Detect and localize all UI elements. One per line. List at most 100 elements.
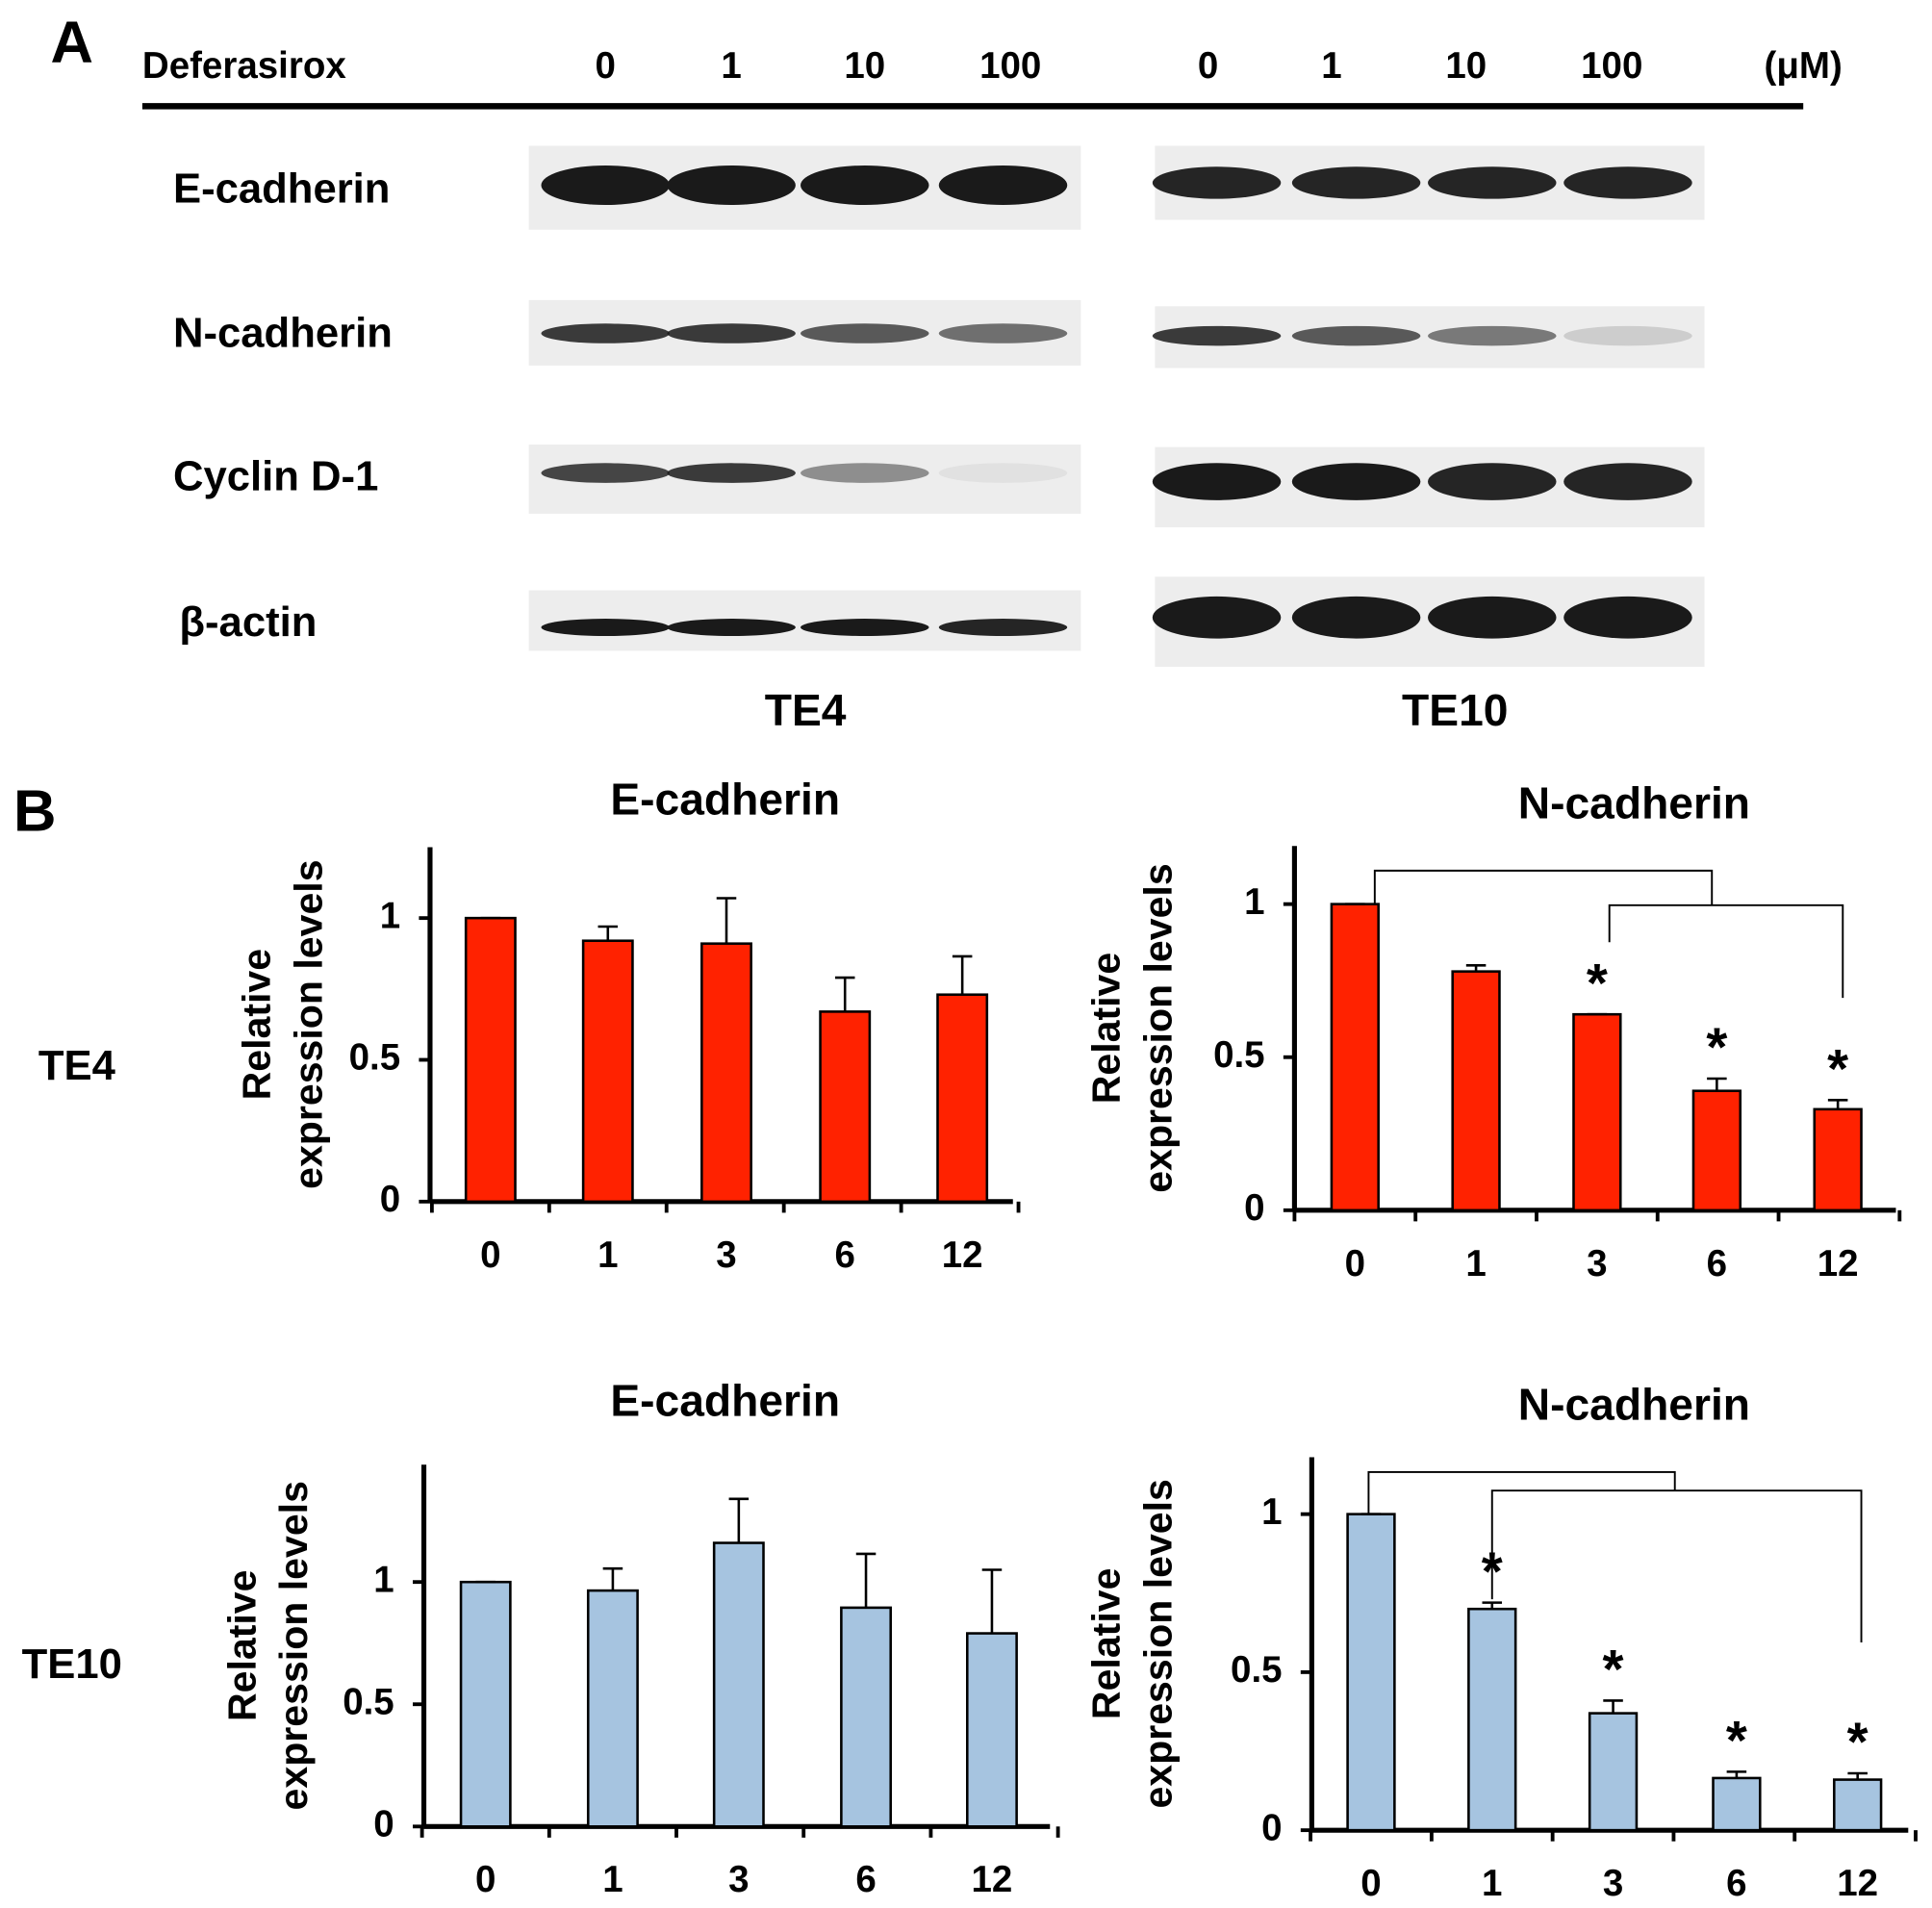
x-tick-label: 3 [716, 1234, 736, 1276]
chart-title: N-cadherin [1518, 777, 1750, 827]
y-tick-label: 0.5 [343, 1681, 394, 1722]
y-tick-label: 0 [1244, 1187, 1264, 1229]
cell-line-label: TE10 [1402, 685, 1508, 735]
blot-band [1563, 596, 1692, 639]
significance-bracket [1490, 1489, 1863, 1643]
bar [1346, 1513, 1396, 1832]
significance-mark: * [1706, 1017, 1727, 1078]
y-axis-label: Relative [1084, 953, 1129, 1105]
dose-label: 10 [1445, 45, 1487, 87]
x-tick-label: 6 [1707, 1243, 1727, 1285]
significance-mark: * [1827, 1038, 1848, 1099]
dose-label: 0 [1198, 45, 1218, 87]
bar [700, 942, 752, 1204]
y-axis-label: Relative [1084, 1568, 1129, 1720]
x-tick-label: 12 [1818, 1243, 1859, 1285]
y-axis-label: expression levels [271, 1481, 316, 1810]
x-tick-label: 12 [942, 1234, 983, 1276]
blot-band [1152, 596, 1282, 639]
y-axis-label: Relative [235, 949, 279, 1100]
significance-mark: * [1847, 1712, 1868, 1772]
dose-label: 10 [844, 45, 885, 87]
x-tick-label: 1 [602, 1859, 623, 1900]
bar [1691, 1089, 1742, 1212]
dose-label: 100 [979, 45, 1041, 87]
bar [1833, 1778, 1883, 1832]
blot-band [1563, 166, 1692, 199]
blot-band [801, 619, 929, 636]
blot-band [801, 323, 929, 343]
blot-band [938, 619, 1068, 636]
blot-band [667, 165, 796, 206]
blot-band [667, 323, 796, 343]
significance-mark: * [1726, 1710, 1747, 1770]
blot-band [1563, 463, 1692, 500]
chart-title: N-cadherin [1518, 1379, 1750, 1429]
blot-band [1428, 463, 1557, 500]
significance-bracket [1367, 1470, 1676, 1515]
y-tick-label: 0.5 [1213, 1034, 1265, 1076]
y-tick-label: 0 [380, 1179, 400, 1220]
x-tick-label: 1 [1465, 1243, 1486, 1285]
row-label: TE4 [38, 1043, 116, 1089]
protein-label: β-actin [179, 599, 317, 646]
bar [1451, 970, 1501, 1212]
blot-band [541, 165, 670, 206]
bar [1330, 903, 1380, 1212]
bar [840, 1606, 892, 1828]
blot-band [1152, 166, 1282, 199]
y-tick-label: 0.5 [1231, 1649, 1283, 1691]
protein-label: N-cadherin [173, 311, 393, 357]
y-axis-label: expression levels [1136, 863, 1181, 1192]
y-axis-label: expression levels [1136, 1479, 1181, 1808]
x-tick-label: 12 [972, 1859, 1013, 1900]
dose-label: 0 [596, 45, 616, 87]
x-tick-label: 0 [1360, 1863, 1381, 1904]
y-tick-label: 0.5 [349, 1037, 401, 1079]
dose-label: 1 [1321, 45, 1341, 87]
x-tick-label: 1 [1482, 1863, 1502, 1904]
blot-band [801, 463, 929, 483]
blot-band [1291, 463, 1421, 500]
panel-label: A [51, 10, 93, 76]
cell-line-label: TE4 [765, 685, 847, 735]
blot-band [1428, 596, 1557, 639]
blot-band [1291, 166, 1421, 199]
x-tick-label: 6 [835, 1234, 855, 1276]
bar [712, 1541, 765, 1828]
bar [581, 939, 634, 1204]
x-tick-label: 12 [1837, 1863, 1878, 1904]
bar [459, 1580, 512, 1828]
bar [1572, 1012, 1622, 1212]
bar [936, 993, 989, 1204]
blot-band [541, 323, 670, 343]
protein-label: E-cadherin [173, 165, 390, 212]
significance-bracket [1373, 869, 1714, 905]
row-label: TE10 [22, 1641, 122, 1688]
bar [586, 1589, 639, 1828]
blot-band [1563, 325, 1692, 346]
y-axis-label: expression levels [287, 859, 331, 1188]
blot-band [938, 323, 1068, 343]
blot-band [541, 619, 670, 636]
bar [1467, 1607, 1517, 1832]
significance-mark: * [1603, 1639, 1624, 1699]
panel-label: B [13, 777, 56, 844]
protein-label: Cyclin D-1 [173, 454, 378, 500]
x-tick-label: 1 [597, 1234, 618, 1276]
unit-label: (μM) [1765, 45, 1843, 87]
x-tick-label: 6 [855, 1859, 876, 1900]
y-tick-label: 1 [380, 895, 400, 936]
x-tick-label: 3 [1603, 1863, 1623, 1904]
dose-label: 100 [1581, 45, 1642, 87]
blot-band [541, 463, 670, 483]
chart-title: E-cadherin [610, 774, 840, 824]
y-tick-label: 1 [1261, 1491, 1282, 1533]
significance-mark: * [1587, 953, 1608, 1013]
blot-band [801, 165, 929, 206]
y-tick-label: 1 [373, 1559, 394, 1600]
x-tick-label: 3 [1587, 1243, 1607, 1285]
x-tick-label: 6 [1726, 1863, 1746, 1904]
